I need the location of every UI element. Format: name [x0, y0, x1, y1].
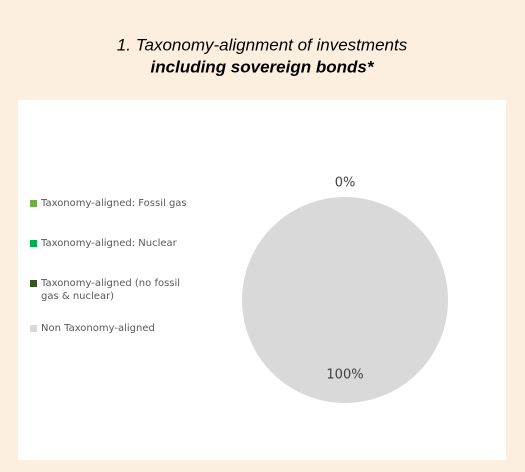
- legend-swatch: [30, 280, 37, 287]
- legend-label: Taxonomy-aligned: Nuclear: [41, 238, 177, 249]
- legend-swatch: [30, 240, 37, 247]
- legend-label: Taxonomy-aligned: Fossil gas: [41, 198, 187, 209]
- legend-swatch: [30, 200, 37, 207]
- value-label: 0%: [335, 176, 356, 191]
- legend-label: Taxonomy-aligned (no fossil gas & nuclea…: [41, 278, 181, 302]
- legend-label: Non Taxonomy-aligned: [41, 323, 155, 334]
- value-label: 100%: [326, 368, 363, 383]
- chart-subtitle: including sovereign bonds*: [151, 57, 375, 76]
- legend-swatch: [30, 325, 37, 332]
- pie-slice: [242, 197, 448, 403]
- chart-title: 1. Taxonomy-alignment of investments: [117, 35, 408, 54]
